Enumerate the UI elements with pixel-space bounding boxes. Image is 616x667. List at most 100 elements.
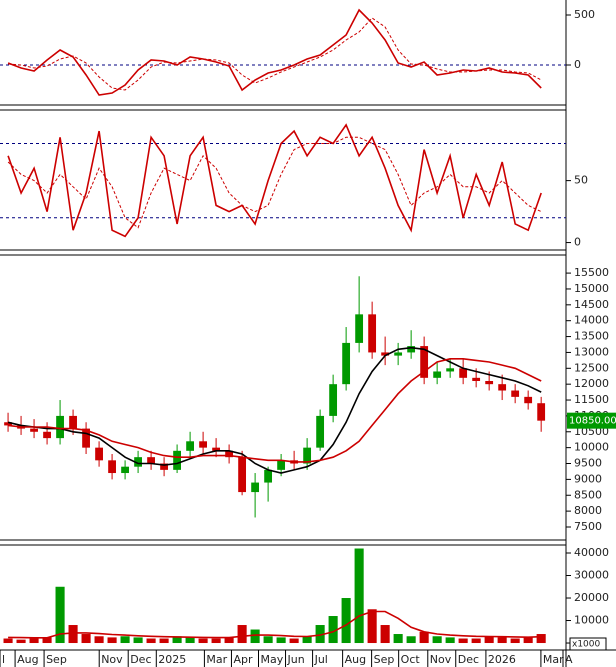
x-tick-label: Oct (401, 653, 421, 666)
x-tick-label: Sep (46, 653, 67, 666)
y-tick-label: 0 (574, 236, 581, 249)
volume-bar (289, 638, 299, 644)
candle-body (4, 422, 12, 426)
indicator-line (7, 8, 542, 96)
volume-bar (263, 636, 273, 644)
x-tick-label: Aug (345, 653, 366, 666)
volume-bar (211, 638, 221, 644)
unit-box (569, 637, 607, 651)
candle-body (459, 368, 468, 378)
volume-bar (146, 638, 156, 644)
candle-body (264, 469, 273, 483)
volume-bar (406, 636, 416, 644)
y-tick-label: 9000 (574, 472, 602, 485)
y-tick-label: 12000 (574, 377, 609, 390)
indicator-line (8, 17, 542, 91)
x-tick-label: May (260, 653, 283, 666)
x-tick-label: Dec (130, 653, 151, 666)
x-tick-label: 2025 (158, 653, 186, 666)
candle-body (134, 457, 142, 467)
volume-bar (94, 636, 104, 644)
moving-average (8, 358, 542, 463)
y-tick-label: 0 (574, 58, 581, 71)
volume-bar (224, 637, 234, 644)
volume-bar (120, 636, 130, 644)
x-tick-label: Nov (101, 653, 123, 666)
candle-body (381, 352, 390, 356)
y-tick-label: 12500 (574, 361, 609, 374)
y-tick-label: 15000 (574, 282, 609, 295)
candle-body (173, 450, 181, 470)
volume-bar (341, 598, 351, 644)
x-tick-label: Mar (206, 653, 227, 666)
volume-bar (445, 637, 455, 644)
volume-bar (237, 625, 247, 644)
candle-body (69, 415, 77, 429)
volume-bar (432, 636, 442, 644)
y-tick-label: 10000 (574, 441, 609, 454)
volume-bar (55, 586, 65, 644)
candle-body (342, 342, 351, 385)
x-tick-label: Apr (233, 653, 253, 666)
y-tick-label: 50 (574, 174, 588, 187)
y-tick-label: 500 (574, 8, 595, 21)
volume-bar (81, 634, 91, 644)
indicator-line (7, 123, 542, 238)
candle-body (303, 447, 312, 464)
y-tick-label: 30000 (574, 569, 609, 582)
volume-bar (3, 638, 13, 644)
candle-body (238, 457, 247, 493)
volume-bar (471, 638, 481, 644)
volume-bar (328, 616, 338, 644)
x-tick-label: Jun (287, 653, 305, 666)
candle-body (316, 415, 325, 448)
volume-bar (172, 636, 182, 644)
candle-body (108, 460, 116, 474)
candle-body (199, 441, 208, 448)
volume-bar (367, 609, 377, 644)
volume-bar (458, 638, 468, 644)
volume-bar (393, 634, 403, 644)
candle-body (43, 431, 51, 439)
volume-bar (302, 636, 312, 644)
candle-body (329, 384, 338, 416)
volume-bar (250, 629, 260, 644)
volume-bar (510, 638, 520, 644)
candle-body (95, 447, 103, 461)
candle-body (355, 314, 364, 343)
moving-average (7, 346, 542, 474)
x-tick-label: Mar (543, 653, 564, 666)
candle-body (472, 377, 481, 381)
x-tick-label: 2026 (488, 653, 516, 666)
x-tick-label: l (2, 653, 5, 666)
candle-body (56, 415, 64, 439)
y-tick-label: 13000 (574, 345, 609, 358)
x-tick-label: Jul (314, 653, 328, 666)
x-tick-label: A (565, 653, 573, 666)
candle-body (368, 314, 377, 353)
volume-bar (536, 634, 546, 644)
volume-bar (484, 636, 494, 644)
candle-body (277, 460, 286, 470)
last-price-box (567, 412, 616, 429)
last-price-label: 10850.00 (569, 416, 616, 427)
y-tick-label: 14000 (574, 314, 609, 327)
volume-bar (107, 637, 117, 644)
volume-bar (29, 638, 39, 644)
candle-body (420, 346, 429, 378)
candle-body (394, 352, 403, 356)
candle-body (446, 368, 455, 372)
volume-bar (523, 637, 533, 644)
y-tick-label: 20000 (574, 591, 609, 604)
y-tick-label: 15500 (574, 266, 609, 279)
x-tick-label: Dec (458, 653, 479, 666)
candle-body (121, 466, 129, 474)
x-tick-label: Sep (374, 653, 395, 666)
candle-body (407, 346, 416, 353)
volume-bar (380, 625, 390, 644)
y-tick-label: 13500 (574, 330, 609, 343)
volume-bar (42, 637, 52, 644)
unit-label: x1000 (572, 640, 601, 650)
volume-bar (133, 637, 143, 644)
